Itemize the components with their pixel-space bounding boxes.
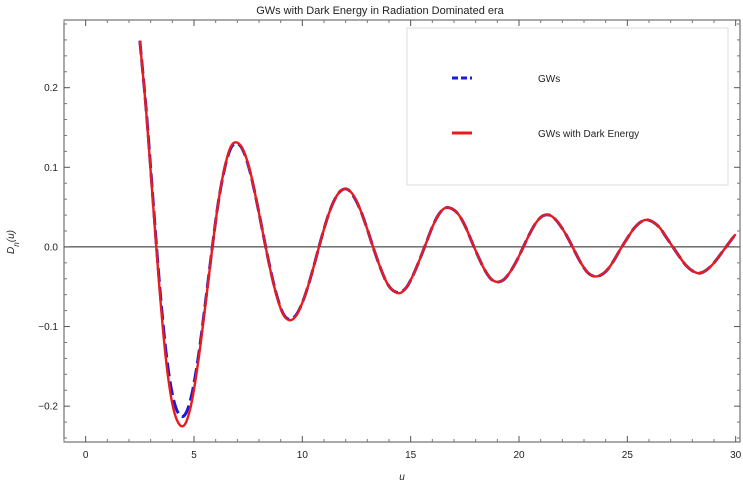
x-tick-label: 5: [191, 450, 197, 461]
x-tick-label: 30: [730, 450, 742, 461]
x-axis-ticks: 0 5 10 15 20 25 30: [63, 20, 742, 461]
series-line-gws-dark-energy: [138, 40, 737, 428]
x-tick-label: 25: [622, 450, 634, 461]
x-axis-label: u: [399, 472, 405, 483]
y-axis-label: Dn(u): [6, 230, 21, 254]
y-tick-label: −0.2: [38, 402, 58, 413]
y-axis-ticks: −0.2 −0.1 0.0 0.1 0.2: [38, 23, 740, 439]
y-tick-label: 0.0: [44, 242, 58, 253]
legend-label-gws-dark-energy: GWs with Dark Energy: [538, 129, 639, 140]
y-tick-label: 0.2: [44, 83, 58, 94]
legend-box: [406, 27, 729, 186]
legend-label-gws: GWs: [538, 74, 560, 85]
series-layer: [138, 40, 737, 428]
y-tick-label: −0.1: [38, 322, 58, 333]
legend: GWs GWs with Dark Energy: [406, 27, 729, 186]
x-tick-label: 20: [513, 450, 525, 461]
x-tick-label: 0: [83, 450, 89, 461]
x-tick-label: 15: [405, 450, 417, 461]
y-tick-label: 0.1: [44, 163, 58, 174]
x-tick-label: 10: [297, 450, 309, 461]
chart-title: GWs with Dark Energy in Radiation Domina…: [256, 5, 504, 17]
